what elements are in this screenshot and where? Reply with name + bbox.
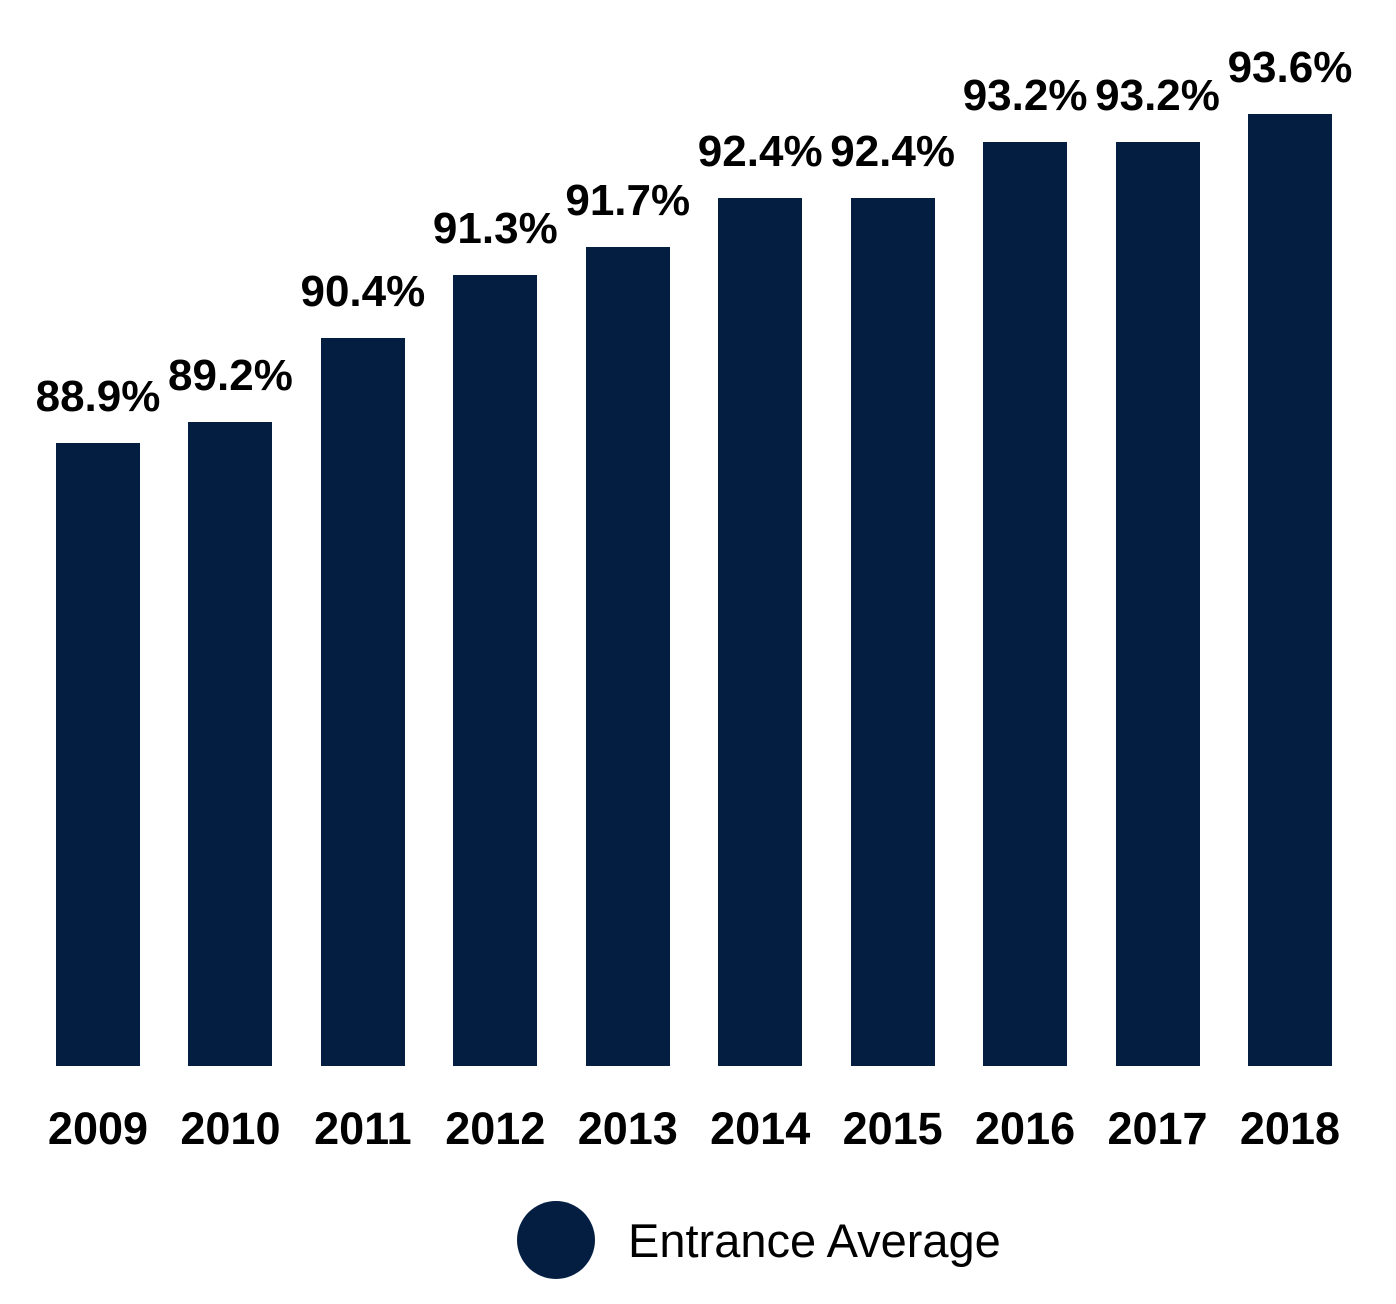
bar (320, 338, 405, 1066)
x-axis-tick-label: 2014 (710, 1103, 811, 1154)
legend-circle-icon (517, 1201, 595, 1279)
bar-value-label: 90.4% (300, 267, 426, 316)
bar-value-label: 93.2% (962, 71, 1088, 120)
x-axis-tick-label: 2010 (180, 1103, 281, 1154)
bar (453, 275, 538, 1066)
x-axis-tick-label: 2012 (445, 1103, 546, 1154)
x-axis-tick-label: 2017 (1107, 1103, 1208, 1154)
bar-value-label: 91.3% (432, 204, 558, 253)
bar (585, 247, 670, 1066)
bar (188, 422, 273, 1066)
bar-value-label: 92.4% (697, 127, 823, 176)
x-axis-tick-label: 2011 (314, 1103, 412, 1154)
legend-label: Entrance Average (628, 1213, 1001, 1267)
bar-column: 93.6% 2018 (1224, 0, 1356, 1304)
bar (55, 443, 140, 1066)
bar (983, 142, 1068, 1066)
bar-value-label: 88.9% (35, 372, 161, 421)
x-axis-tick-label: 2016 (975, 1103, 1076, 1154)
bar-column: 89.2% 2010 (164, 0, 296, 1304)
bar-column: 91.3% 2012 (429, 0, 561, 1304)
bar-column: 93.2% 2016 (959, 0, 1091, 1304)
bar (1115, 142, 1200, 1066)
bar-column: 90.4% 2011 (297, 0, 429, 1304)
bar-value-label: 89.2% (168, 351, 293, 400)
bar-column: 92.4% 2015 (826, 0, 958, 1304)
bar-column: 92.4% 2014 (694, 0, 826, 1304)
bar-column: 91.7% 2013 (562, 0, 694, 1304)
x-axis-tick-label: 2015 (842, 1103, 943, 1154)
bar (1247, 114, 1332, 1066)
x-axis-tick-label: 2018 (1239, 1103, 1340, 1154)
bar (850, 198, 935, 1066)
bar-value-label: 93.2% (1095, 71, 1220, 120)
bar-column: 88.9% 2009 (32, 0, 164, 1304)
bar-value-label: 91.7% (565, 176, 691, 225)
bar-column: 93.2% 2017 (1091, 0, 1223, 1304)
bar-value-label: 92.4% (830, 127, 956, 176)
bar (718, 198, 803, 1066)
x-axis-tick-label: 2013 (577, 1103, 678, 1154)
bar-value-label: 93.6% (1227, 43, 1353, 92)
legend: Entrance Average (517, 1201, 1001, 1279)
x-axis-tick-label: 2009 (47, 1103, 149, 1154)
